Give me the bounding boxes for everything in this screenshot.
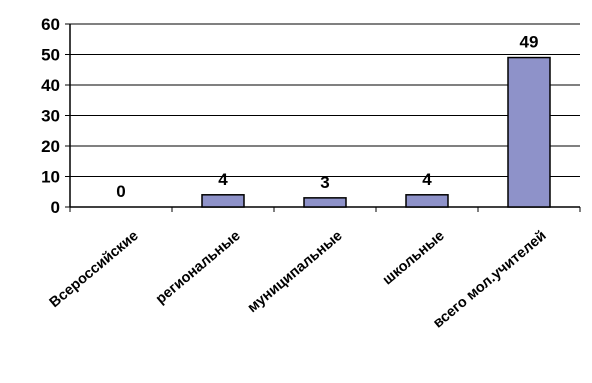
bars	[201, 56, 551, 208]
category-label: муниципальные	[245, 228, 346, 316]
data-label: 0	[116, 182, 125, 201]
category-label: школьные	[380, 228, 448, 288]
y-tick-label: 40	[41, 76, 60, 95]
category-labels: Всероссийские региональные муниципальные шк…	[47, 228, 550, 332]
y-tick-label: 0	[51, 198, 60, 217]
y-tick-label: 30	[41, 107, 60, 126]
y-tick-label: 60	[41, 15, 60, 34]
y-tick-label: 20	[41, 137, 60, 156]
gridlines	[70, 23, 580, 177]
y-tick-label: 50	[41, 46, 60, 65]
y-tick-label: 10	[41, 168, 60, 187]
category-label: всего мол.учителей	[430, 228, 549, 332]
data-labels: 0 4 3 4 49	[116, 33, 538, 201]
category-label: региональные	[153, 228, 244, 308]
data-label: 3	[320, 173, 329, 192]
bar	[405, 194, 449, 208]
bar	[507, 56, 551, 208]
data-label: 4	[218, 170, 228, 189]
bar	[303, 197, 347, 208]
category-label: Всероссийские	[47, 228, 142, 311]
data-label: 49	[520, 33, 539, 52]
y-axis: 0 10 20 30 40 50 60	[41, 15, 71, 217]
bar	[201, 194, 245, 208]
data-label: 4	[422, 170, 432, 189]
